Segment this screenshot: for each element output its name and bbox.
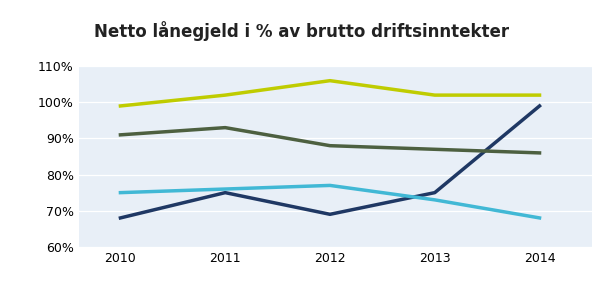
Text: Netto lånegjeld i % av brutto driftsinntekter: Netto lånegjeld i % av brutto driftsinnt… — [94, 21, 510, 41]
